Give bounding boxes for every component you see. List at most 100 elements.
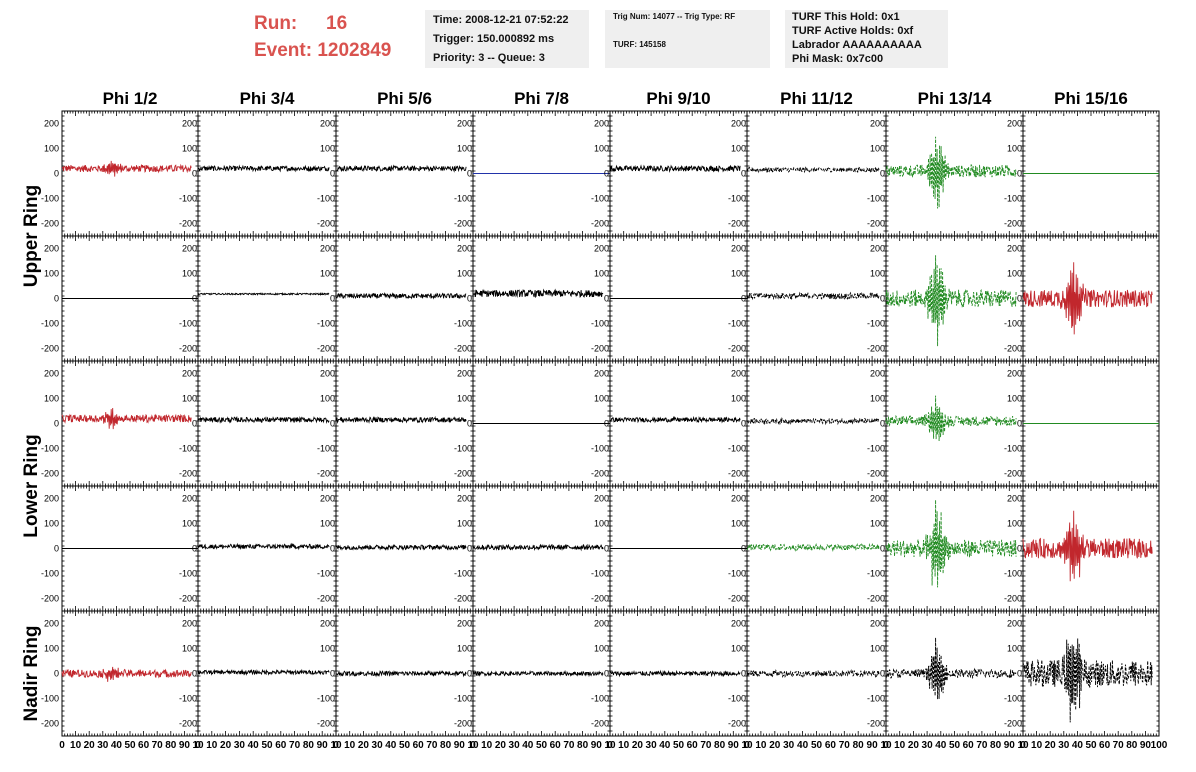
- waveform-trace: [472, 543, 604, 552]
- y-tick-label: 200: [44, 244, 59, 254]
- y-tick-label: -200: [179, 594, 197, 604]
- y-tick-label: 100: [1007, 144, 1022, 154]
- y-tick-label: -200: [1004, 469, 1022, 479]
- y-tick-label: -200: [454, 594, 472, 604]
- y-tick-label: -100: [454, 569, 472, 579]
- y-tick-label: -100: [1004, 444, 1022, 454]
- y-tick-label: 200: [731, 119, 746, 129]
- y-tick-label: 0: [1017, 419, 1022, 429]
- trigger-info-box: Trig Num: 14077 -- Trig Type: RF TURF: 1…: [605, 10, 770, 68]
- y-tick-label: 200: [457, 119, 472, 129]
- panel-frame: [335, 110, 474, 237]
- y-tick-label: -200: [867, 219, 885, 229]
- y-tick-label: 100: [320, 394, 335, 404]
- y-tick-label: 100: [1007, 394, 1022, 404]
- y-tick-label: 200: [457, 369, 472, 379]
- y-tick-label: 100: [44, 394, 59, 404]
- y-tick-label: 100: [457, 269, 472, 279]
- y-tick-label: -200: [591, 344, 609, 354]
- column-title: Phi 7/8: [514, 89, 569, 108]
- time-text: Time: 2008-12-21 07:52:22: [433, 14, 569, 26]
- y-tick-label: 200: [731, 369, 746, 379]
- y-tick-label: -200: [41, 219, 59, 229]
- y-tick-label: 200: [870, 369, 885, 379]
- waveform-trace: [746, 416, 880, 426]
- y-tick-label: 0: [192, 294, 197, 304]
- y-tick-label: -100: [317, 319, 335, 329]
- y-tick-label: -100: [867, 444, 885, 454]
- y-tick-label: -100: [1004, 194, 1022, 204]
- y-tick-label: -200: [317, 469, 335, 479]
- y-tick-label: -100: [454, 319, 472, 329]
- y-tick-label: -200: [728, 594, 746, 604]
- y-tick-label: 0: [467, 169, 472, 179]
- time-info-box: Time: 2008-12-21 07:52:22 Trigger: 150.0…: [425, 10, 589, 68]
- y-tick-label: 200: [731, 494, 746, 504]
- y-tick-label: 0: [741, 419, 746, 429]
- column-title: Phi 9/10: [646, 89, 710, 108]
- panel-frame: [61, 110, 199, 237]
- panel-frame: [609, 360, 748, 487]
- column-title: Phi 5/6: [377, 89, 432, 108]
- y-tick-label: -100: [41, 194, 59, 204]
- y-tick-label: -100: [179, 569, 197, 579]
- y-tick-label: 100: [731, 144, 746, 154]
- y-tick-label: -200: [728, 344, 746, 354]
- y-tick-label: 100: [44, 519, 59, 529]
- y-tick-label: 100: [594, 269, 609, 279]
- panel-frame: [746, 235, 887, 362]
- y-tick-label: -200: [591, 594, 609, 604]
- panel-frame: [609, 110, 748, 237]
- y-tick-label: -200: [454, 219, 472, 229]
- y-tick-label: 0: [54, 419, 59, 429]
- waveform-trace: [61, 407, 192, 430]
- y-tick-label: 100: [320, 519, 335, 529]
- column-title: Phi 15/16: [1054, 89, 1128, 108]
- y-tick-label: -100: [867, 319, 885, 329]
- y-tick-label: -200: [867, 344, 885, 354]
- y-tick-label: 200: [44, 119, 59, 129]
- y-tick-label: -100: [591, 569, 609, 579]
- y-tick-label: 100: [457, 144, 472, 154]
- y-tick-label: 100: [44, 269, 59, 279]
- waveform-trace: [335, 543, 467, 551]
- y-tick-label: 100: [731, 519, 746, 529]
- waveform-trace: [609, 164, 741, 173]
- labrador-text: Labrador AAAAAAAAAA: [792, 39, 922, 51]
- y-tick-label: -100: [1004, 319, 1022, 329]
- y-tick-label: -100: [317, 569, 335, 579]
- y-tick-label: 0: [330, 544, 335, 554]
- y-tick-label: -200: [454, 344, 472, 354]
- y-tick-label: -100: [41, 319, 59, 329]
- y-tick-label: -200: [728, 219, 746, 229]
- y-tick-label: 0: [604, 419, 609, 429]
- y-tick-label: -100: [728, 569, 746, 579]
- panel-frame: [197, 235, 337, 362]
- y-tick-label: 0: [192, 419, 197, 429]
- panel-frame: [472, 235, 611, 362]
- y-tick-label: 200: [320, 244, 335, 254]
- y-tick-label: 0: [880, 294, 885, 304]
- y-tick-label: -200: [41, 594, 59, 604]
- column-title: Phi 1/2: [103, 89, 158, 108]
- y-tick-label: -200: [41, 344, 59, 354]
- y-tick-label: -200: [179, 469, 197, 479]
- y-tick-label: -100: [179, 444, 197, 454]
- y-tick-label: 100: [182, 519, 197, 529]
- y-tick-label: -200: [317, 219, 335, 229]
- y-tick-label: -100: [728, 319, 746, 329]
- turf-text: TURF: 145158: [613, 40, 666, 49]
- trigger-text: Trigger: 150.000892 ms: [433, 33, 555, 45]
- panel-frame: [746, 110, 887, 237]
- y-tick-label: 200: [44, 494, 59, 504]
- y-tick-label: 0: [741, 294, 746, 304]
- y-tick-label: -100: [41, 444, 59, 454]
- panel-frame: [61, 360, 199, 487]
- y-tick-label: 100: [870, 269, 885, 279]
- y-tick-label: 200: [1007, 369, 1022, 379]
- trig-num-text: Trig Num: 14077 -- Trig Type: RF: [613, 12, 736, 21]
- y-tick-label: 0: [741, 169, 746, 179]
- y-tick-label: 0: [330, 419, 335, 429]
- y-tick-label: 100: [1007, 269, 1022, 279]
